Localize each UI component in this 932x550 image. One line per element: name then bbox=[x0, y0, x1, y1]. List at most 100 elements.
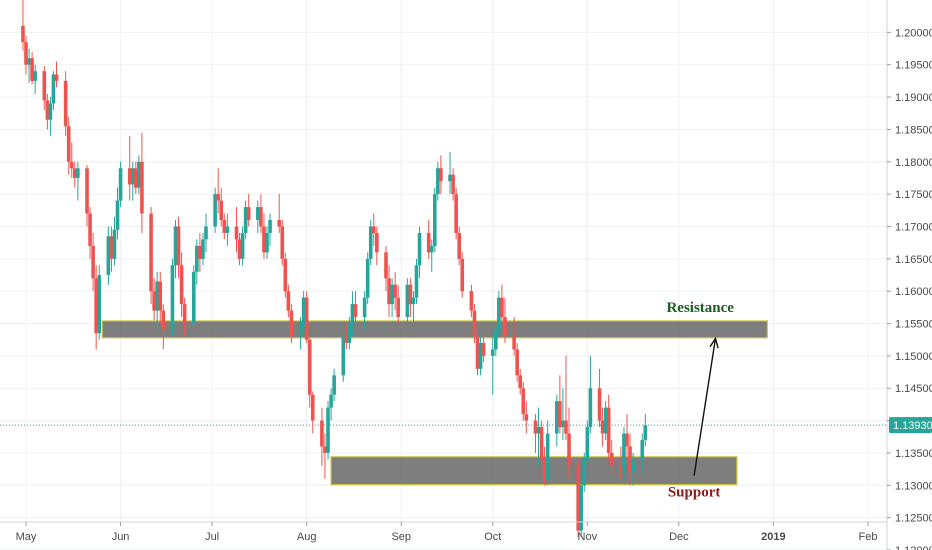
candle-body bbox=[582, 459, 587, 486]
candle-body bbox=[265, 232, 269, 253]
candle-body bbox=[130, 168, 135, 185]
last-price-tag-label: 1.13930 bbox=[893, 420, 932, 432]
x-tick-label: Feb bbox=[859, 531, 878, 543]
candle-body bbox=[134, 168, 138, 188]
candle-body bbox=[51, 74, 56, 104]
y-tick-label: 1.16000 bbox=[895, 286, 932, 298]
x-axis: May Jun Jul Aug Sep Oct Nov Dec 2019 Feb bbox=[0, 521, 887, 543]
candle-body bbox=[426, 232, 431, 253]
candle-body bbox=[63, 80, 68, 127]
candle-body bbox=[545, 433, 550, 479]
candle-body bbox=[298, 330, 303, 337]
candle-body bbox=[478, 342, 483, 369]
candle-body bbox=[579, 485, 584, 531]
candle-body bbox=[301, 297, 306, 330]
x-tick-label: Sep bbox=[391, 531, 411, 543]
candle-body bbox=[628, 446, 632, 473]
y-tick-label: 1.15000 bbox=[895, 351, 932, 363]
candle-body bbox=[622, 433, 626, 473]
candle-body bbox=[365, 258, 370, 298]
candle-body bbox=[564, 420, 568, 434]
candle-body bbox=[33, 71, 37, 81]
candle-body bbox=[561, 420, 565, 428]
candle-body bbox=[347, 323, 352, 343]
candle-body bbox=[118, 168, 123, 201]
y-tick-label: 1.18500 bbox=[895, 124, 932, 136]
candle-body bbox=[259, 207, 263, 227]
candle-body bbox=[518, 375, 523, 389]
candle-body bbox=[182, 304, 187, 324]
candle-body bbox=[198, 245, 202, 259]
candle-body bbox=[307, 339, 312, 395]
candle-body bbox=[585, 427, 590, 460]
candle-body bbox=[481, 342, 486, 356]
y-tick-label: 1.16500 bbox=[895, 254, 932, 266]
candle-body bbox=[48, 103, 53, 120]
zone-label-support: Support bbox=[668, 485, 721, 501]
candle-body bbox=[619, 465, 623, 473]
candle-body bbox=[256, 207, 260, 220]
candle-body bbox=[432, 194, 437, 246]
x-tick-label: Jul bbox=[205, 531, 219, 543]
candle-body bbox=[371, 226, 376, 233]
candle-body bbox=[625, 433, 629, 447]
candle-body bbox=[460, 258, 465, 292]
candle-body bbox=[21, 25, 25, 43]
zone-support bbox=[330, 456, 738, 486]
candle-body bbox=[497, 297, 501, 330]
candle-body bbox=[344, 336, 349, 343]
candle-body bbox=[494, 330, 498, 350]
candle-body bbox=[240, 232, 245, 259]
candle-body bbox=[542, 459, 547, 479]
candle-body bbox=[201, 239, 205, 259]
candle-body bbox=[91, 245, 95, 279]
candle-body bbox=[237, 239, 242, 259]
candle-body bbox=[350, 304, 355, 324]
candle-body bbox=[451, 174, 455, 195]
candle-body bbox=[375, 232, 379, 253]
candle-body bbox=[97, 275, 102, 334]
candle-body bbox=[158, 281, 163, 311]
candle-body bbox=[500, 297, 504, 318]
candle-body bbox=[45, 100, 50, 120]
candle-body bbox=[417, 232, 422, 266]
y-tick-label: 1.13500 bbox=[895, 448, 932, 460]
zones bbox=[101, 320, 768, 486]
candle-body bbox=[396, 297, 400, 318]
candle-body bbox=[387, 278, 391, 305]
candles bbox=[21, 0, 648, 538]
annotations: Resistance Support bbox=[0, 300, 887, 501]
candle-body bbox=[603, 407, 608, 434]
candle-body bbox=[88, 213, 92, 246]
x-tick-label: Aug bbox=[297, 531, 317, 543]
x-tick-label: 2019 bbox=[761, 531, 785, 543]
candle-body bbox=[503, 317, 507, 337]
candle-body bbox=[225, 226, 230, 233]
candle-body bbox=[262, 226, 266, 253]
candle-body bbox=[521, 388, 526, 415]
candle-body bbox=[606, 407, 611, 453]
candle-body bbox=[106, 236, 111, 275]
candle-body bbox=[411, 297, 416, 305]
y-tick-label: 1.17000 bbox=[895, 221, 932, 233]
x-tick-label: May bbox=[16, 531, 37, 543]
candle-body bbox=[439, 168, 443, 182]
candle-body bbox=[555, 401, 559, 434]
y-tick-label: 1.12000 bbox=[895, 545, 932, 550]
candle-body bbox=[173, 226, 178, 266]
y-tick-label: 1.14500 bbox=[895, 383, 932, 395]
candle-body bbox=[243, 207, 248, 233]
candle-body bbox=[204, 226, 208, 240]
candle-body bbox=[66, 126, 71, 162]
candle-body bbox=[24, 42, 28, 65]
candle-body bbox=[219, 200, 224, 220]
candle-body bbox=[27, 58, 31, 65]
candle-body bbox=[216, 194, 220, 201]
candle-body bbox=[414, 265, 419, 298]
candle-body bbox=[576, 465, 580, 531]
candle-body bbox=[643, 425, 648, 440]
last-price-tag-box bbox=[889, 417, 932, 434]
candle-body bbox=[472, 310, 477, 337]
candle-body bbox=[283, 258, 288, 292]
